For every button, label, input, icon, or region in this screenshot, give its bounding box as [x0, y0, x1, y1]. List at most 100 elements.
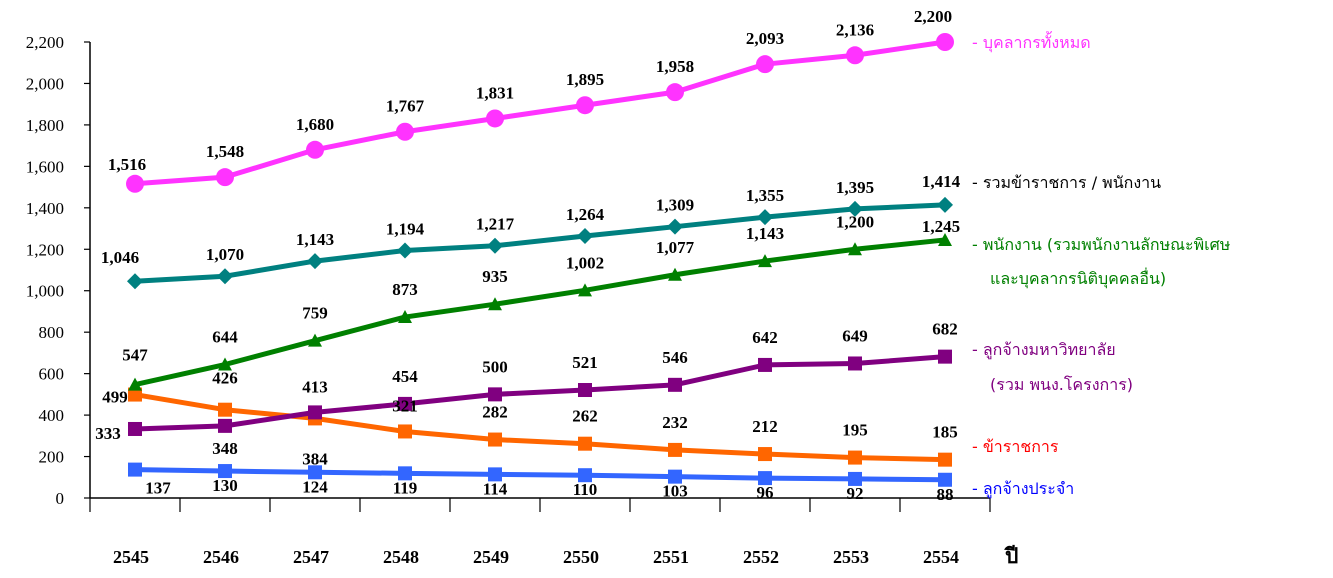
data-point-total	[486, 109, 504, 128]
data-label-civil_servants: 426	[212, 369, 238, 388]
data-point-univ_employees	[218, 418, 232, 433]
data-point-permanent	[668, 469, 682, 484]
data-label-employees: 1,143	[746, 224, 784, 243]
y-tick-label: 800	[39, 323, 65, 342]
y-tick-label: 1,600	[26, 157, 64, 176]
data-label-civil_staff: 1,395	[836, 178, 874, 197]
data-point-univ_employees	[668, 377, 682, 392]
x-tick-label: 2548	[383, 547, 419, 567]
legend-entry-permanent: - ลูกจ้างประจำ	[972, 479, 1074, 499]
data-label-civil_staff: 1,309	[656, 196, 694, 215]
legend-entry-univ_employees: - ลูกจ้างมหาวิทยาลัย	[972, 340, 1116, 360]
data-point-employees	[488, 297, 502, 311]
data-point-permanent	[938, 472, 952, 487]
data-point-civil_servants	[578, 436, 592, 451]
data-label-civil_staff: 1,414	[922, 172, 961, 191]
x-tick-label: 2550	[563, 547, 599, 567]
data-label-employees: 644	[212, 328, 238, 347]
data-label-permanent: 103	[662, 482, 688, 501]
data-label-total: 1,548	[206, 142, 244, 161]
data-label-total: 1,831	[476, 83, 514, 102]
data-label-civil_servants: 195	[842, 421, 868, 440]
data-label-permanent: 92	[847, 484, 864, 503]
data-point-total	[126, 174, 144, 193]
data-label-univ_employees: 348	[212, 439, 238, 458]
data-label-employees: 1,200	[836, 212, 874, 231]
data-point-total	[216, 168, 234, 187]
data-label-permanent: 119	[393, 478, 418, 497]
data-label-total: 1,516	[108, 155, 146, 174]
data-point-total	[306, 140, 324, 159]
data-point-univ_employees	[488, 387, 502, 402]
data-point-total	[576, 96, 594, 115]
data-label-civil_staff: 1,143	[296, 230, 334, 249]
x-tick-label: 2549	[473, 547, 509, 567]
data-point-employees	[128, 377, 142, 391]
data-label-employees: 935	[482, 267, 508, 286]
y-tick-label: 400	[39, 406, 65, 425]
data-point-univ_employees	[848, 356, 862, 371]
data-label-employees: 1,002	[566, 253, 604, 272]
x-tick-label: 2554	[923, 547, 959, 567]
y-tick-label: 600	[39, 365, 65, 384]
data-label-civil_staff: 1,355	[746, 186, 784, 205]
legend: - บุคลากรทั้งหมด - รวมข้าราชการ / พนักงาน…	[972, 31, 1230, 499]
y-tick-label: 1,800	[26, 116, 64, 135]
data-point-univ_employees	[578, 383, 592, 398]
data-label-civil_servants: 185	[932, 423, 958, 442]
x-tick-label: 2545	[113, 547, 149, 567]
data-point-total	[666, 83, 684, 102]
data-point-total	[396, 122, 414, 141]
y-tick-label: 2,000	[26, 74, 64, 93]
data-point-total	[936, 33, 954, 51]
data-point-univ_employees	[758, 357, 772, 372]
data-point-civil_servants	[938, 452, 952, 467]
data-label-total: 1,958	[656, 57, 694, 76]
data-point-employees	[848, 242, 862, 256]
data-point-employees	[938, 232, 952, 246]
y-tick-label: 2,200	[26, 33, 64, 52]
data-labels: 499 426 384 321 282 262 232 212 195 185 137 130 124 1…	[95, 7, 960, 504]
data-point-employees	[308, 333, 322, 347]
data-label-univ_employees: 521	[572, 353, 598, 372]
data-label-univ_employees: 413	[302, 377, 328, 396]
series-line-employees	[134, 237, 946, 388]
x-tick-label: 2546	[203, 547, 239, 567]
legend-entry-civil_servants: - ข้าราชการ	[972, 437, 1059, 456]
data-label-civil_servants: 321	[392, 396, 418, 415]
data-label-civil_servants: 499	[102, 388, 128, 407]
legend-entry-employees: - พนักงาน (รวมพนักงานลักษณะพิเศษ	[972, 235, 1230, 254]
data-label-employees: 547	[122, 346, 148, 365]
data-label-univ_employees: 454	[392, 367, 418, 386]
data-label-univ_employees: 682	[932, 320, 958, 339]
data-label-univ_employees: 642	[752, 328, 778, 347]
data-point-civil_staff	[937, 196, 953, 213]
data-point-permanent	[218, 464, 232, 479]
legend-entry-civil_staff: - รวมข้าราชการ / พนักงาน	[972, 173, 1161, 192]
data-point-civil_servants	[668, 442, 682, 457]
data-label-civil_servants: 262	[572, 407, 598, 426]
data-label-employees: 759	[302, 304, 328, 323]
data-label-employees: 1,077	[656, 238, 695, 257]
y-tick-label: 0	[56, 489, 65, 508]
data-label-permanent: 96	[757, 483, 774, 502]
series-lines	[126, 33, 954, 487]
data-point-civil_staff	[127, 273, 143, 290]
data-label-civil_staff: 1,046	[101, 248, 139, 267]
data-point-permanent	[848, 471, 862, 486]
data-point-civil_staff	[757, 209, 773, 226]
data-label-total: 1,895	[566, 70, 604, 89]
data-point-employees	[758, 254, 772, 268]
data-label-permanent: 124	[302, 477, 328, 496]
legend-entry-total: - บุคลากรทั้งหมด	[972, 31, 1091, 53]
data-label-permanent: 114	[483, 479, 508, 498]
data-label-civil_servants: 232	[662, 413, 688, 432]
data-label-civil_servants: 384	[302, 449, 328, 468]
series-line-total	[134, 39, 946, 187]
data-point-permanent	[128, 462, 142, 477]
data-point-civil_staff	[577, 228, 593, 245]
series-line-civil_staff	[134, 202, 946, 284]
data-label-univ_employees: 546	[662, 348, 688, 367]
x-axis-label: ปี	[1003, 544, 1018, 568]
